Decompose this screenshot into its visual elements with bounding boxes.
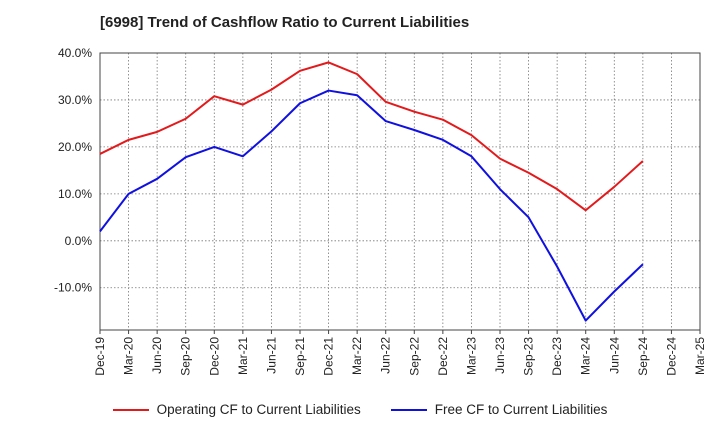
x-tick-label: Dec-24	[664, 337, 678, 376]
plot-frame	[99, 52, 701, 331]
x-tick-label: Mar-23	[464, 337, 478, 375]
legend-label-free-cf: Free CF to Current Liabilities	[434, 402, 608, 417]
y-tick-label: 30.0%	[58, 93, 92, 107]
x-tick-label: Dec-23	[550, 337, 564, 376]
series-line-1	[99, 89, 644, 322]
legend-swatch-free-cf	[390, 408, 427, 411]
chart-title: [6998] Trend of Cashflow Ratio to Curren…	[100, 14, 470, 31]
x-tick-label: Mar-25	[693, 337, 707, 375]
x-tick-label: Jun-22	[379, 337, 393, 374]
x-tick-label: Sep-22	[407, 337, 421, 376]
x-tick-label: Dec-22	[436, 337, 450, 376]
y-tick-label: -10.0%	[54, 281, 92, 295]
x-tick-label: Jun-23	[493, 337, 507, 374]
legend: Operating CF to Current Liabilities Free…	[0, 402, 720, 417]
legend-item-free-cf: Free CF to Current Liabilities	[390, 402, 608, 417]
x-tick-label: Mar-20	[122, 337, 136, 375]
x-tick-label: Dec-20	[207, 337, 221, 376]
y-tick-label: 10.0%	[58, 187, 92, 201]
x-tick-label: Jun-24	[607, 337, 621, 374]
y-tick-label: 20.0%	[58, 140, 92, 154]
x-tick-label: Sep-21	[293, 337, 307, 376]
y-tick-label: 40.0%	[58, 46, 92, 60]
x-tick-label: Mar-21	[236, 337, 250, 375]
x-tick-label: Dec-21	[322, 337, 336, 376]
x-tick-label: Jun-21	[264, 337, 278, 374]
series-line-0	[99, 61, 644, 212]
x-tick-label: Mar-24	[579, 337, 593, 375]
legend-label-operating-cf: Operating CF to Current Liabilities	[156, 402, 361, 417]
x-tick-label: Jun-20	[150, 337, 164, 374]
legend-swatch-operating-cf	[112, 408, 149, 411]
x-tick-label: Mar-22	[350, 337, 364, 375]
x-tick-label: Sep-20	[179, 337, 193, 376]
x-tick-label: Sep-24	[636, 337, 650, 376]
legend-item-operating-cf: Operating CF to Current Liabilities	[112, 402, 361, 417]
x-tick-label: Dec-19	[93, 337, 107, 376]
y-tick-label: 0.0%	[65, 234, 93, 248]
x-tick-label: Sep-23	[522, 337, 536, 376]
